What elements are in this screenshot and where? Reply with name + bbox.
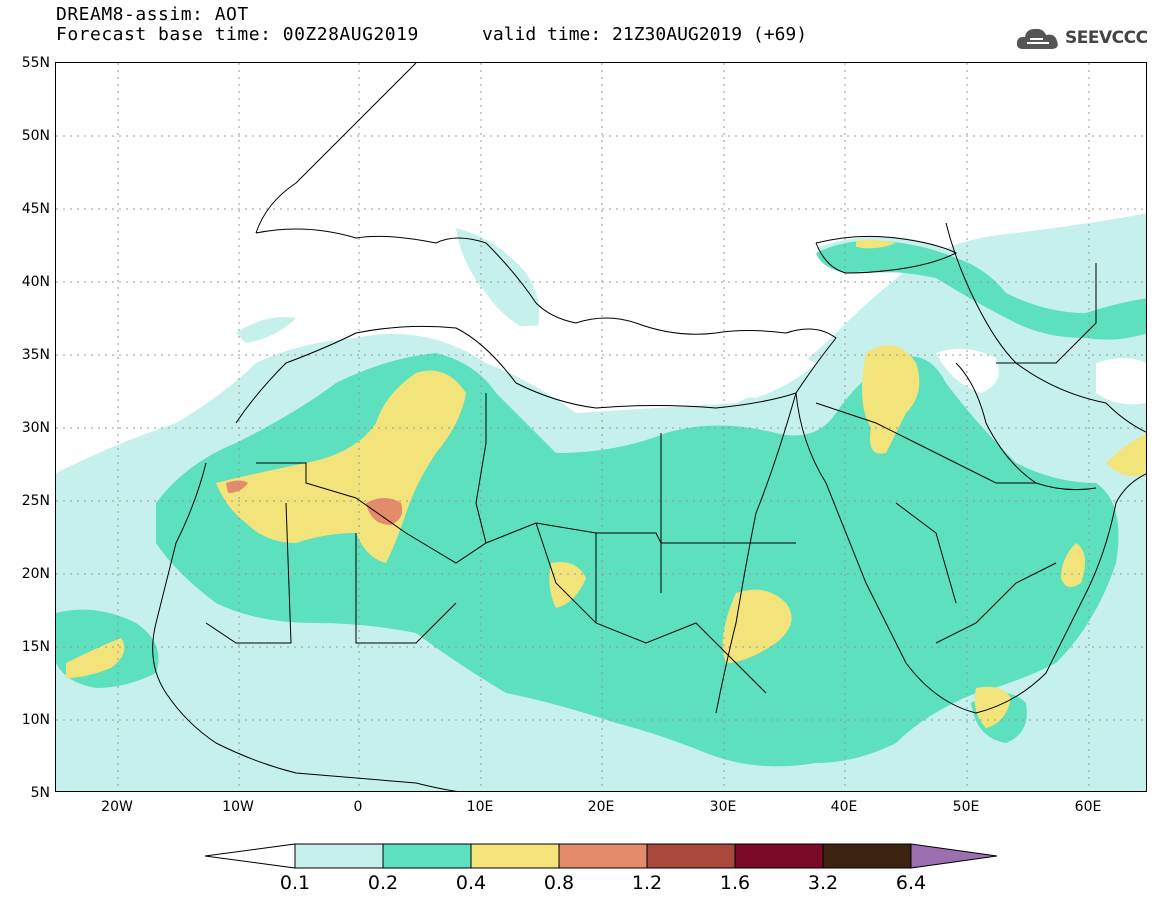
legend-label: 0.2 [367, 872, 399, 894]
color-legend [205, 843, 998, 869]
legend-swatch-1.6 [734, 843, 824, 869]
lat-label: 55N [21, 55, 50, 71]
map-title: DREAM8-assim: AOT [56, 4, 249, 25]
lon-label: 40E [830, 799, 858, 815]
legend-swatch-0.2 [382, 843, 472, 869]
cloud-icon [1016, 28, 1058, 49]
lon-label: 0 [353, 799, 363, 815]
graticule [56, 63, 1146, 791]
legend-swatch-1.2 [646, 843, 736, 869]
legend-label: 1.2 [631, 872, 663, 894]
aot-map [55, 62, 1147, 792]
lat-label: 35N [21, 347, 50, 363]
legend-high-arrow [910, 843, 998, 869]
legend-low-arrow [205, 843, 296, 869]
lon-label: 50E [952, 799, 980, 815]
aot-band-0.4 [66, 239, 1146, 728]
legend-swatch-0.4 [470, 843, 560, 869]
lat-label: 45N [21, 201, 50, 217]
coastlines [152, 63, 1146, 791]
valid-time: valid time: 21Z30AUG2019 (+69) [482, 24, 808, 45]
seevccc-logo: SEEVCCC [1015, 20, 1148, 56]
lon-label: 10W [222, 799, 254, 815]
lon-label: 30E [709, 799, 737, 815]
lon-label: 20W [101, 799, 133, 815]
aot-map-svg [56, 63, 1146, 791]
lat-label: 10N [21, 712, 50, 728]
lat-label: 30N [21, 420, 50, 436]
legend-swatch-0.8 [558, 843, 648, 869]
logo-text: SEEVCCC [1065, 28, 1148, 48]
legend-swatch-3.2 [822, 843, 912, 869]
legend-label: 1.6 [719, 872, 751, 894]
lon-label: 10E [466, 799, 494, 815]
lat-label: 25N [21, 493, 50, 509]
borders [205, 263, 1097, 694]
legend-label: 3.2 [807, 872, 839, 894]
forecast-base-time: Forecast base time: 00Z28AUG2019 [56, 24, 419, 45]
lat-label: 5N [30, 785, 50, 801]
lat-label: 40N [21, 274, 50, 290]
aot-band-0.8 [226, 480, 403, 525]
lat-label: 15N [21, 639, 50, 655]
legend-label: 6.4 [895, 872, 927, 894]
legend-label: 0.1 [279, 872, 311, 894]
lon-label: 60E [1074, 799, 1102, 815]
lat-label: 50N [21, 128, 50, 144]
legend-label: 0.8 [543, 872, 575, 894]
lat-label: 20N [21, 566, 50, 582]
legend-swatch-0.1 [294, 843, 384, 869]
lon-label: 20E [587, 799, 615, 815]
legend-label: 0.4 [455, 872, 487, 894]
